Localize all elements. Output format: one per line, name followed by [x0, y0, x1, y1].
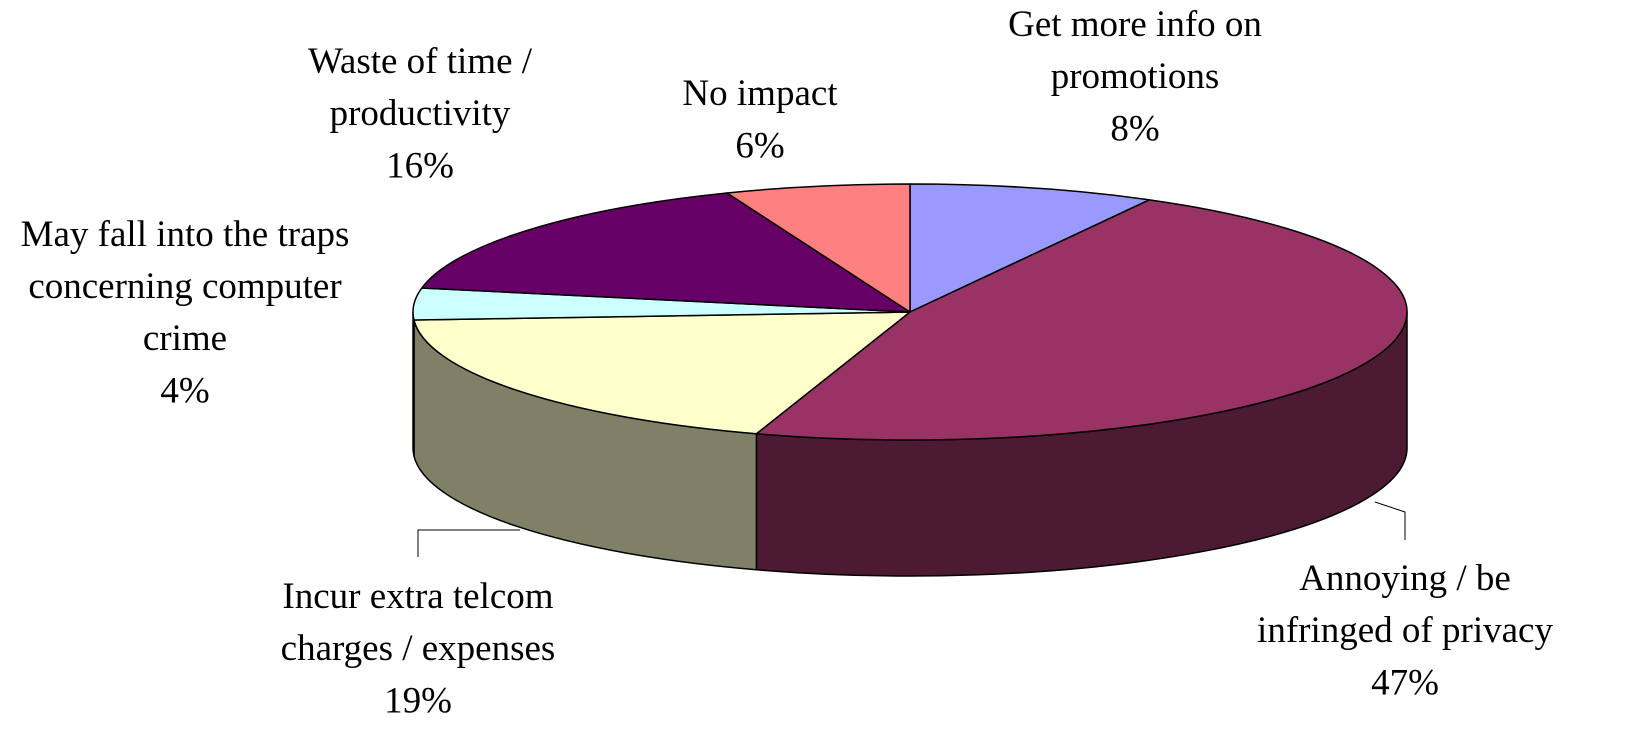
- label-line: concerning computer: [28, 266, 341, 307]
- slice-label: May fall into the traps concerning comput…: [21, 214, 350, 359]
- label-line: crime: [143, 318, 227, 359]
- slice: [726, 183, 911, 313]
- label-line: infringed of privacy: [1257, 610, 1553, 651]
- leader-line: [1374, 501, 1406, 540]
- value-label: 4%: [160, 370, 209, 411]
- slice: [755, 199, 1408, 441]
- value-label: 16%: [386, 145, 454, 186]
- label-line: Incur extra telcom: [282, 576, 553, 617]
- label-line: Get more info on: [1008, 4, 1262, 45]
- value-label: 6%: [735, 125, 784, 166]
- slice-label: Annoying / be infringed of privacy: [1257, 558, 1553, 651]
- label-line: productivity: [330, 93, 511, 134]
- slice: [413, 311, 911, 435]
- value-label: 19%: [384, 680, 452, 721]
- leader-line: [417, 529, 520, 557]
- labels: Get more info on promotions 8% Annoying / b…: [21, 4, 1554, 721]
- slice-label: No impact: [682, 73, 838, 114]
- label-line: May fall into the traps: [21, 214, 350, 255]
- label-line: No impact: [682, 73, 838, 114]
- slice-label: Incur extra telcom charges / expenses: [281, 576, 556, 669]
- label-line: charges / expenses: [281, 628, 556, 669]
- slice-label: Get more info on promotions: [1008, 4, 1262, 97]
- label-line: Waste of time /: [308, 41, 533, 82]
- pie-tops: [412, 183, 1408, 441]
- value-label: 8%: [1110, 108, 1159, 149]
- value-label: 47%: [1371, 662, 1439, 703]
- slice: [421, 192, 911, 313]
- slice-label: Waste of time / productivity: [308, 41, 533, 134]
- slice-side: [412, 311, 415, 457]
- label-line: promotions: [1051, 56, 1220, 97]
- slice: [909, 183, 1151, 313]
- label-line: Annoying / be: [1299, 558, 1511, 599]
